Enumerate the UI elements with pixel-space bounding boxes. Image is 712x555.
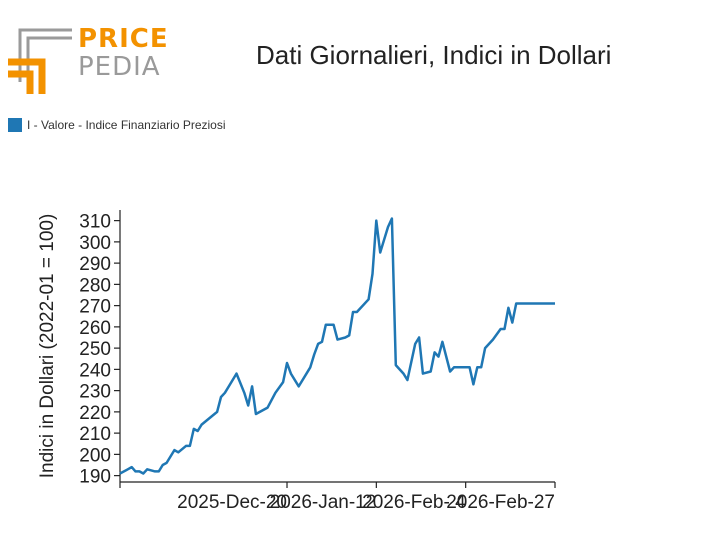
y-tick-label: 310 — [79, 212, 111, 233]
y-tick-label: 260 — [79, 318, 111, 339]
y-tick-label: 300 — [79, 233, 111, 254]
y-tick-label: 220 — [79, 403, 111, 424]
x-tick-label: 2025-Dec-20 — [177, 492, 287, 513]
y-tick-label: 250 — [79, 339, 111, 360]
series-group — [119, 217, 555, 475]
y-tick-label: 190 — [79, 467, 111, 488]
x-tick-label: 2026-Jan-12 — [270, 492, 377, 513]
x-tick-label: 2026-Feb- 4 — [362, 492, 466, 513]
y-tick-label: 270 — [79, 297, 111, 318]
y-tick-label: 290 — [79, 254, 111, 275]
chart-title: Dati Giornalieri, Indici in Dollari — [256, 40, 612, 70]
logo-word-pedia: PEDIA — [78, 52, 161, 82]
y-tick-label: 240 — [79, 360, 111, 381]
x-tick-label: 2026-Feb-27 — [446, 492, 555, 513]
y-tick-label: 230 — [79, 382, 111, 403]
pricepedia-logo: PRICE PEDIA — [8, 22, 168, 94]
y-tick-label: 200 — [79, 445, 111, 466]
logo-word-price: PRICE — [78, 24, 169, 54]
legend-swatch — [8, 118, 22, 132]
y-tick-label: 280 — [79, 275, 111, 296]
y-axis-title: Indici in Dollari (2022-01 = 100) — [37, 214, 58, 479]
y-tick-label: 210 — [79, 424, 111, 445]
legend[interactable]: I - Valore - Indice Finanziario Preziosi — [8, 118, 226, 132]
legend-label: I - Valore - Indice Finanziario Preziosi — [27, 118, 226, 132]
logo-mark-icon — [8, 28, 72, 94]
series-line — [119, 217, 555, 475]
